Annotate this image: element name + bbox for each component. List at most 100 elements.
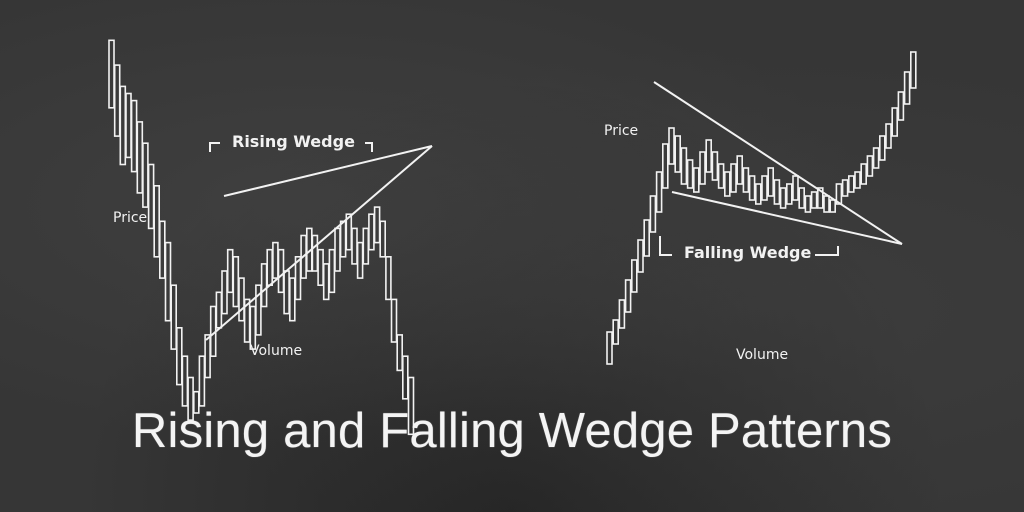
rising-wedge-bar	[119, 85, 127, 166]
falling-wedge-bar	[668, 127, 675, 165]
rising-wedge-price-bars	[108, 39, 415, 436]
falling-wedge-bar	[637, 239, 644, 273]
falling-wedge-bar	[847, 175, 855, 193]
rising-wedge-bar	[113, 64, 121, 137]
rising-wedge-upper-trendline	[223, 145, 433, 197]
falling-wedge-bar	[730, 163, 737, 193]
falling-wedge-bar	[630, 259, 638, 293]
falling-wedge-bar	[804, 195, 812, 213]
rising-wedge-bar	[215, 291, 223, 329]
rising-wedge-bar	[328, 248, 336, 294]
rising-wedge-bar	[334, 227, 341, 272]
rising-wedge-bar	[356, 241, 364, 279]
falling-wedge-bar	[624, 279, 632, 313]
rising-wedge-bar	[317, 248, 324, 286]
rising-wedge-bar	[351, 227, 358, 265]
rising-wedge-bar	[368, 213, 375, 251]
falling-wedge-bar	[717, 163, 725, 189]
rising-wedge-bar	[181, 355, 189, 407]
rising-wedge-bar	[142, 142, 149, 208]
falling-wedge-bar	[686, 159, 694, 189]
falling-wedge-bracket	[659, 236, 672, 256]
falling-wedge-bar	[649, 195, 657, 233]
falling-wedge-bar	[897, 91, 905, 121]
falling-wedge-bar	[903, 71, 911, 105]
right-price-label: Price	[604, 123, 638, 139]
falling-wedge-bar	[823, 195, 830, 213]
rising-wedge-bar	[288, 277, 296, 322]
falling-wedge-bar	[810, 191, 818, 209]
rising-wedge-bar	[407, 376, 415, 436]
falling-wedge-bar	[841, 179, 849, 197]
rising-wedge-bar	[277, 248, 285, 294]
rising-wedge-bar	[390, 298, 398, 343]
rising-wedge-bar	[272, 241, 279, 279]
rising-wedge-bar	[198, 355, 206, 407]
falling-wedge-bar	[785, 183, 793, 205]
falling-wedge-bar	[878, 135, 886, 161]
falling-wedge-bar	[854, 171, 861, 189]
falling-wedge-bar	[767, 167, 775, 197]
rising-wedge-lower-trendline	[205, 145, 433, 341]
falling-wedge-bar	[723, 171, 731, 197]
rising-wedge-bar	[401, 355, 409, 400]
rising-wedge-bar	[226, 248, 234, 294]
falling-wedge-bar	[761, 175, 768, 201]
falling-wedge-bar	[612, 319, 620, 345]
rising-wedge-bar	[322, 263, 330, 301]
rising-wedge-bar	[379, 220, 387, 258]
rising-wedge-bar	[221, 270, 228, 315]
falling-wedge-bar	[866, 155, 874, 177]
falling-wedge-bar	[779, 187, 787, 209]
falling-wedge-bar	[798, 187, 806, 209]
rising-wedge-bracket-end	[365, 142, 373, 152]
right-volume-label: Volume	[736, 347, 788, 363]
falling-wedge-upper-trendline	[653, 81, 903, 245]
rising-wedge-bar	[255, 284, 262, 336]
falling-wedge-bar	[835, 183, 843, 205]
falling-wedge-bar	[680, 147, 688, 185]
rising-wedge-bar	[373, 206, 381, 244]
left-price-label: Price	[113, 210, 147, 226]
falling-wedge-price-bars	[606, 51, 917, 365]
falling-wedge-bar	[748, 175, 756, 201]
rising-wedge-bar	[362, 227, 370, 265]
rising-wedge-bar	[164, 241, 172, 322]
left-volume-label: Volume	[250, 343, 302, 359]
rising-wedge-bar	[339, 220, 347, 258]
falling-wedge-bar	[885, 123, 892, 149]
falling-wedge-bar	[742, 167, 750, 193]
falling-wedge-bar	[711, 151, 719, 181]
rising-wedge-diagram: Rising Wedge Price Volume	[108, 39, 433, 436]
falling-wedge-bar	[674, 135, 682, 173]
falling-wedge-bar	[661, 143, 669, 189]
rising-wedge-bar	[385, 255, 392, 301]
falling-wedge-lower-trendline	[671, 191, 903, 245]
falling-wedge-bar	[705, 139, 713, 173]
rising-wedge-bar	[283, 270, 290, 315]
rising-wedge-bracket	[209, 142, 220, 152]
falling-wedge-bar	[699, 151, 706, 185]
rising-wedge-bar	[204, 334, 211, 379]
falling-wedge-bar	[692, 167, 700, 193]
rising-wedge-bar	[125, 92, 132, 159]
rising-wedge-bar	[147, 163, 155, 230]
rising-wedge-bar	[136, 121, 144, 194]
falling-wedge-bar	[816, 187, 824, 209]
rising-wedge-bar	[153, 185, 160, 258]
falling-wedge-label: Falling Wedge	[684, 243, 811, 262]
falling-wedge-bar	[891, 107, 899, 137]
main-title: Rising and Falling Wedge Patterns	[131, 404, 893, 458]
rising-wedge-bar	[108, 39, 115, 109]
rising-wedge-bar	[170, 284, 177, 350]
falling-wedge-bar	[643, 219, 651, 257]
falling-wedge-bar	[909, 51, 917, 89]
falling-wedge-bar	[773, 179, 781, 205]
falling-wedge-bar	[872, 147, 880, 169]
falling-wedge-diagram: Falling Wedge Price Volume	[604, 51, 917, 365]
rising-wedge-bar	[232, 255, 240, 308]
rising-wedge-bar	[238, 277, 245, 322]
falling-wedge-bar	[754, 183, 762, 205]
